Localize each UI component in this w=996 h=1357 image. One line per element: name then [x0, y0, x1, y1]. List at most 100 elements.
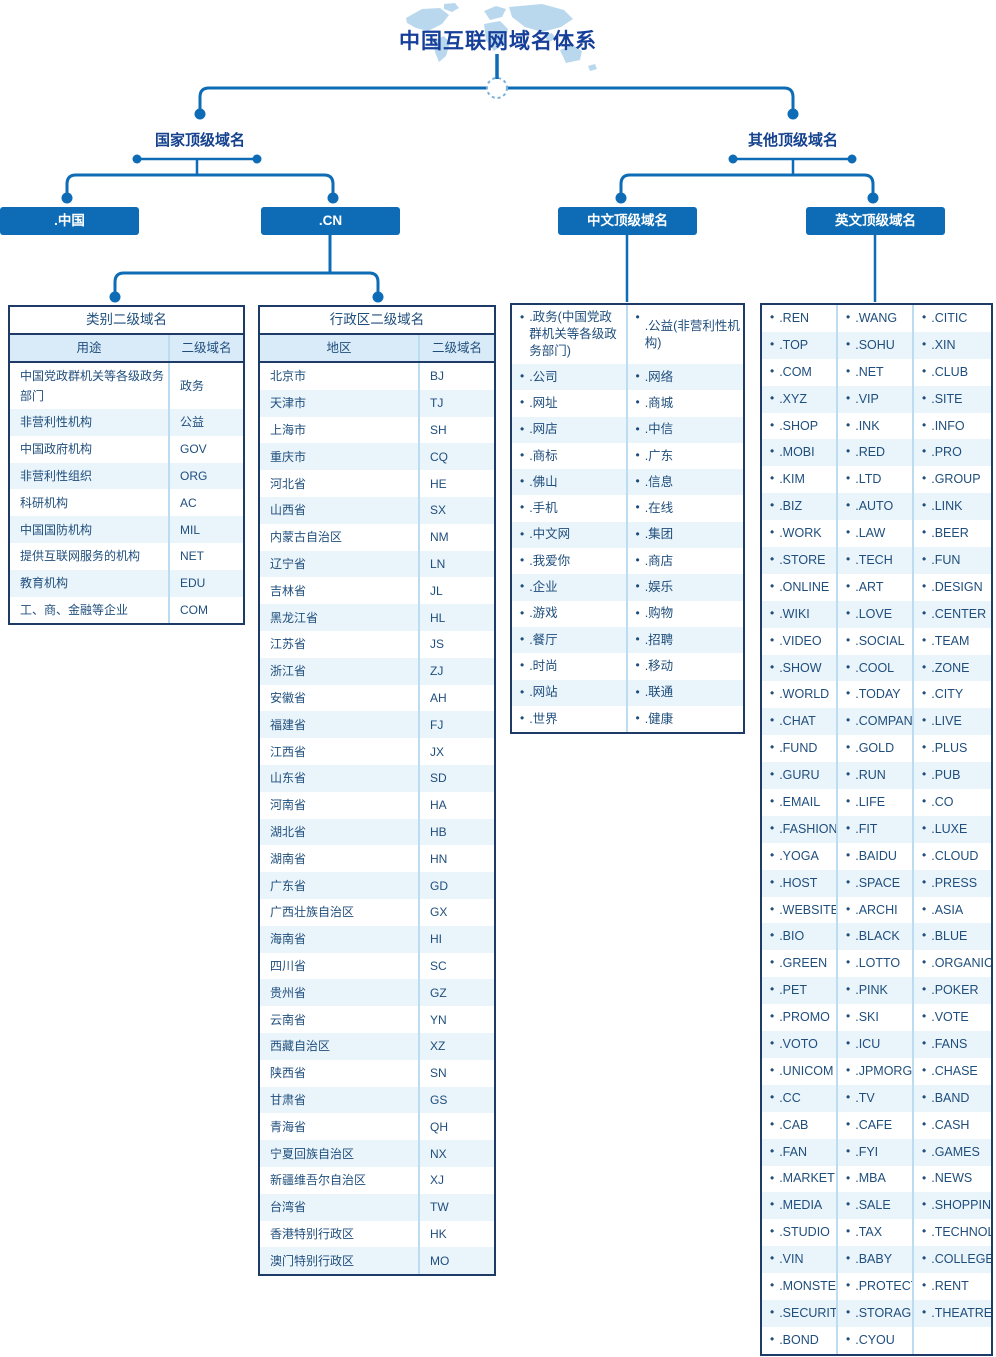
cell-text: .WORK [779, 526, 822, 541]
table-row: 江苏省 JS [260, 630, 494, 658]
table-row: 非营利性机构 公益 [10, 409, 243, 436]
cell-text: .PRESS [931, 875, 978, 890]
table-cell: 教育机构 [10, 569, 170, 597]
table-row: 中国党政群机关等各级政务部门 政务 [10, 363, 243, 409]
bullet-icon: • [770, 740, 775, 755]
bullet-icon: • [922, 740, 927, 755]
bullet-icon: • [846, 1224, 851, 1239]
table-row: 黑龙江省 HL [260, 604, 494, 631]
table-cell: • .公司 [512, 364, 628, 391]
bullet-icon: • [922, 1062, 927, 1077]
table-cell: • .FUND [762, 735, 839, 763]
bullet-icon: • [520, 658, 525, 673]
table-header-row: 地区 二级域名 [260, 335, 494, 363]
bullet-icon: • [922, 1089, 927, 1104]
cell-text: .STUDIO [779, 1225, 830, 1240]
cell-text: .INFO [931, 418, 965, 433]
cell-text: 河南省 [270, 798, 307, 813]
bullet-icon: • [846, 471, 851, 486]
cell-text: .LINK [931, 499, 963, 514]
cell-text: 山东省 [270, 771, 307, 786]
cell-text: AC [180, 495, 197, 510]
table-cell: • .TECHNOLOGY [914, 1219, 991, 1246]
bullet-icon: • [770, 1089, 775, 1104]
cell-text: SX [430, 503, 447, 518]
table-cell: • .PROMO [762, 1004, 839, 1032]
table-cell: HI [420, 926, 494, 953]
table-cell: • .CC [762, 1084, 839, 1112]
branch-label-other-tld: 其他顶级域名 [747, 132, 838, 149]
cell-text: JL [430, 583, 443, 598]
table-cell: • .LTD [838, 466, 915, 494]
table-cell: • .中文网 [512, 521, 628, 549]
bullet-icon: • [922, 874, 927, 889]
table-cell: • .GROUP [914, 466, 991, 493]
bullet-icon: • [922, 659, 927, 674]
table-cell: SC [420, 953, 494, 980]
cell-text: .CAB [779, 1117, 809, 1132]
table-row: 山西省 SX [260, 496, 494, 524]
bullet-icon: • [635, 658, 640, 673]
table-cell: • .VIDEO [762, 627, 839, 655]
table-cell: HE [420, 470, 494, 497]
cell-text: 重庆市 [270, 449, 307, 464]
cell-text: .ORGANIC [931, 956, 991, 971]
table-row: 广东省 GD [260, 872, 494, 899]
table-cell: EDU [170, 570, 243, 597]
bullet-icon: • [846, 767, 851, 782]
cell-text: .公益(非营利性机构) [644, 318, 740, 350]
cell-text: .GREEN [779, 956, 828, 971]
table-cell: • .WORK [762, 520, 839, 548]
table-cell: 河南省 [260, 791, 420, 819]
table-cell: • .SALE [838, 1192, 915, 1220]
table-row: 湖北省 HB [260, 818, 494, 846]
bullet-icon: • [770, 1170, 775, 1185]
table-row: 河北省 HE [260, 470, 494, 497]
cell-text: .CHAT [779, 714, 816, 729]
table-cell: • .PROTECTION [838, 1273, 915, 1300]
bullet-icon: • [770, 847, 775, 862]
table-row: • .HOST • .SPACE • .PRESS [762, 869, 991, 897]
table-row: • .VIDEO • .SOCIAL • .TEAM [762, 627, 991, 655]
table-cell: YN [420, 1006, 494, 1033]
bullet-icon: • [922, 310, 927, 324]
table-cell: • .STORE [762, 547, 839, 574]
cell-text: HL [430, 610, 446, 625]
table-row: • .KIM • .LTD • .GROUP [762, 466, 991, 494]
bullet-icon: • [635, 421, 640, 436]
table-title: 行政区二级域名 [260, 307, 494, 335]
table-row: 甘肃省 GS [260, 1086, 494, 1114]
table-cell: • .SOCIAL [838, 627, 915, 655]
bullet-icon: • [922, 901, 927, 916]
cell-text: .SECURITY [779, 1305, 838, 1320]
table-cell: 中国政府机构 [10, 435, 170, 463]
bullet-icon: • [922, 1143, 927, 1158]
table-cell: • .EMAIL [762, 789, 839, 816]
table-cell: NX [420, 1140, 494, 1167]
cell-text: HE [430, 476, 447, 491]
bullet-icon: • [922, 444, 927, 459]
bullet-icon: • [770, 605, 775, 620]
cell-text: .TEAM [931, 633, 970, 648]
bullet-icon: • [635, 310, 640, 324]
table-row: 青海省 QH [260, 1113, 494, 1141]
table-row: 新疆维吾尔自治区 XJ [260, 1166, 494, 1194]
bullet-icon: • [846, 552, 851, 567]
table-cell: • .BAIDU [838, 842, 915, 870]
table-row: • .餐厅 • .招聘 [512, 626, 743, 654]
bullet-icon: • [770, 1224, 775, 1239]
cell-text: .SHOW [779, 660, 822, 675]
cell-text: .购物 [644, 606, 674, 621]
cell-text: .MEDIA [779, 1198, 823, 1213]
table-cell: MIL [170, 516, 243, 543]
table-cell: • .KIM [762, 466, 839, 494]
cell-text: 河北省 [270, 476, 307, 491]
table-row: • .STUDIO • .TAX • .TECHNOLOGY [762, 1219, 991, 1247]
bullet-icon: • [922, 390, 927, 405]
cell-text: .TAX [855, 1225, 883, 1240]
table-cell: • .YOGA [762, 842, 839, 870]
cell-text: 北京市 [270, 369, 307, 384]
cell-text: .WIKI [779, 606, 810, 621]
table-cell: XZ [420, 1033, 494, 1060]
table-row: 教育机构 EDU [10, 569, 243, 597]
